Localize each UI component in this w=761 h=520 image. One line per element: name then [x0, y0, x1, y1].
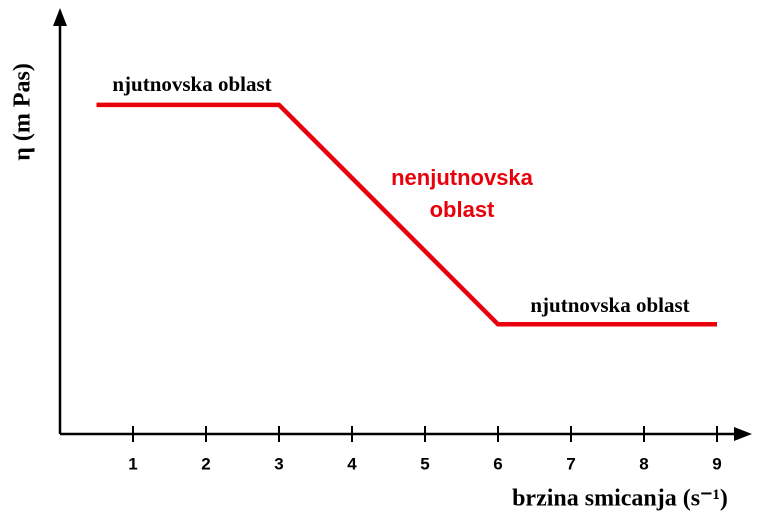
- x-tick-label: 2: [201, 454, 210, 473]
- x-tick-label: 1: [128, 454, 137, 473]
- x-tick-label: 6: [493, 454, 502, 473]
- annotation: oblast: [430, 197, 495, 222]
- x-tick-label: 5: [420, 454, 429, 473]
- x-tick-label: 8: [639, 454, 648, 473]
- y-axis-label: η (m Pas): [10, 63, 36, 161]
- data-line: [96, 102, 717, 327]
- x-tick-label: 4: [347, 454, 357, 473]
- x-tick-label: 7: [566, 454, 575, 473]
- annotation: njutnovska oblast: [112, 72, 271, 96]
- annotation: nenjutnovska: [391, 165, 534, 190]
- x-tick-label: 3: [274, 454, 283, 473]
- x-tick-label: 9: [712, 454, 721, 473]
- x-axis-label: brzina smicanja (s⁻¹): [512, 486, 728, 512]
- x-axis-arrow: [734, 427, 752, 441]
- annotation: njutnovska oblast: [530, 293, 689, 317]
- y-axis-arrow: [53, 8, 67, 26]
